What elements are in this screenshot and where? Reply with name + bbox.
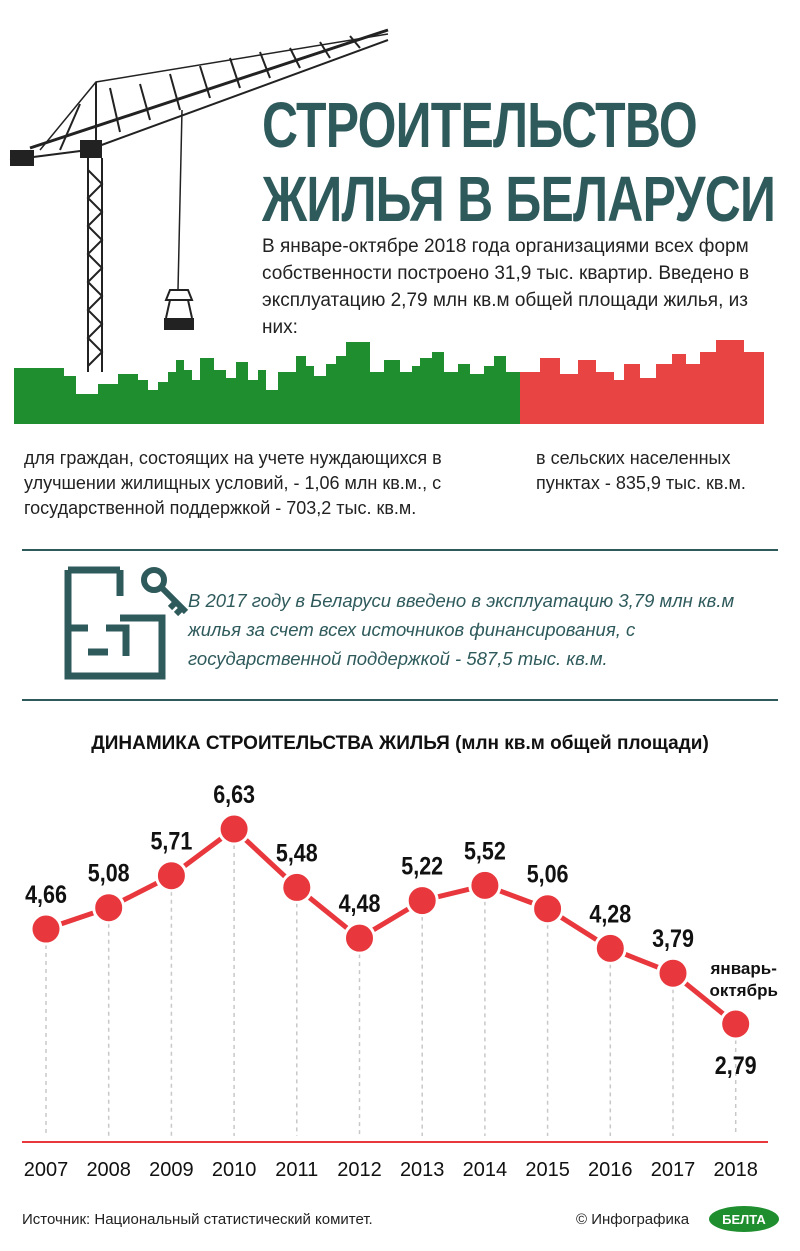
data-label: 2,79 [715,1051,757,1079]
divider-top [22,549,778,551]
annotation-line1: январь- [710,959,777,978]
annotation-line2: октябрь [709,981,777,1000]
page-title-line2: ЖИЛЬЯ В БЕЛАРУСИ [262,163,776,235]
x-tick-label: 2007 [24,1159,69,1180]
key-icon [141,567,189,617]
x-tick-label: 2010 [212,1159,257,1180]
tower-crane-illustration [9,28,389,372]
data-label: 5,08 [88,859,130,887]
data-point [154,859,188,893]
crane-counterweight [10,150,34,166]
x-tick-label: 2014 [463,1159,508,1180]
note-2017: В 2017 году в Беларуси введено в эксплуа… [188,590,735,669]
floor-plan-icon [64,566,189,680]
green-skyline [14,342,520,424]
credit-text: © Инфографика [576,1211,690,1228]
breakdown-left-text: для граждан, состоящих на учете нуждающи… [24,448,442,518]
data-label: 5,22 [401,852,443,880]
data-point [656,956,690,990]
data-label: 6,63 [213,780,255,808]
x-tick-label: 2013 [400,1159,445,1180]
page-title-line1: СТРОИТЕЛЬСТВО [262,89,698,161]
data-point [29,912,63,946]
data-label: 5,71 [150,827,192,855]
line-chart: 4,66 2007 5,08 2008 5,71 2009 6,63 2010 5,48 2011… [22,780,778,1180]
x-tick-label: 2016 [588,1159,633,1180]
breakdown-right-text: в сельских населенных пунктах - 835,9 ты… [536,448,746,493]
data-point [217,812,251,846]
data-point [719,1007,753,1041]
data-point [531,892,565,926]
skyline-illustration [9,28,764,424]
x-tick-label: 2008 [86,1159,131,1180]
data-label: 5,48 [276,839,318,867]
data-label: 5,52 [464,837,506,865]
x-tick-label: 2017 [651,1159,696,1180]
crane-cab [80,140,102,158]
data-label: 3,79 [652,925,694,953]
data-point [593,931,627,965]
data-point [405,884,439,918]
x-tick-label: 2018 [713,1159,758,1180]
data-point [280,870,314,904]
chart-title: ДИНАМИКА СТРОИТЕЛЬСТВА ЖИЛЬЯ (млн кв.м о… [0,733,800,755]
red-skyline [520,340,764,424]
data-label: 4,66 [25,881,67,909]
x-tick-label: 2012 [337,1159,382,1180]
data-label: 5,06 [527,860,569,888]
series-line [45,826,738,1026]
divider-bottom [22,699,778,701]
data-label: 4,28 [589,900,631,928]
data-point [92,891,126,925]
x-tick-label: 2009 [149,1159,194,1180]
x-tick-label: 2011 [275,1159,318,1180]
crane-load [164,318,194,330]
chart-title-unit: (млн кв.м общей площади) [455,733,709,754]
source-text: Источник: Национальный статистический ко… [22,1211,373,1228]
data-point [343,921,376,955]
belta-logo-text: БЕЛТА [722,1212,766,1227]
data-label: 4,48 [339,890,381,918]
x-tick-label: 2015 [525,1159,570,1180]
belta-logo: БЕЛТА [709,1206,779,1232]
data-point [468,868,502,902]
chart-title-main: ДИНАМИКА СТРОИТЕЛЬСТВА ЖИЛЬЯ [91,733,450,754]
lead-paragraph: В январе-октябре 2018 года организациями… [262,236,750,338]
